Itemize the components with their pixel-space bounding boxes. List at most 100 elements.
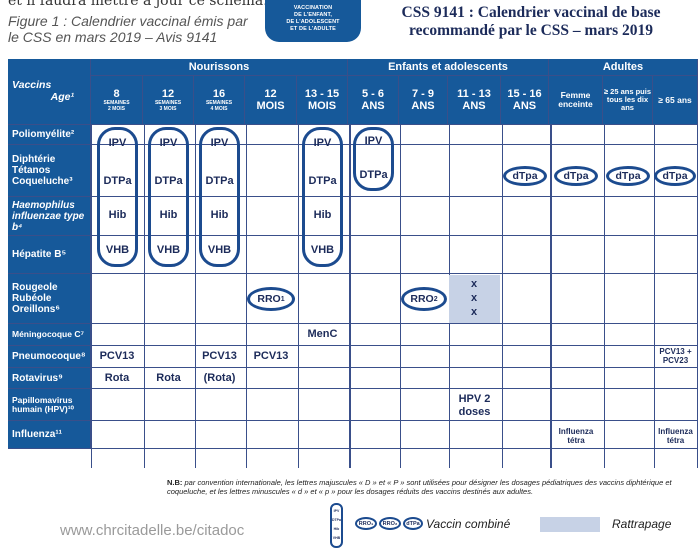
- age-months: 2 MOIS: [108, 106, 125, 112]
- row-label-influenza: Influenza¹¹: [8, 421, 91, 449]
- vaccine-rota: Rota: [104, 372, 130, 384]
- age-65-plus: ≥ 65 ans: [653, 76, 698, 125]
- title-line-2: recommandé par le CSS – mars 2019: [409, 22, 653, 39]
- note-label: N.B:: [167, 478, 183, 487]
- badge-line: DE L'ENFANT,: [294, 12, 332, 18]
- badge-line: VACCINATION: [293, 5, 333, 11]
- vaccine-rota: Rota: [156, 372, 181, 384]
- vaccine-ipv: IPV: [210, 137, 229, 149]
- legend-mini-text: Hib: [333, 527, 340, 531]
- legend-oval-rro2: RRO₂: [379, 517, 401, 530]
- note-text: par convention internationale, les lettr…: [167, 478, 672, 496]
- age-unit: MOIS: [256, 100, 285, 112]
- vaccine-ipv: IPV: [364, 135, 383, 147]
- vaccine-hib: Hib: [210, 209, 229, 221]
- age-15-16-years: 15 - 16 ANS: [501, 76, 549, 125]
- site-url[interactable]: www.chrcitadelle.be/citadoc: [60, 522, 245, 539]
- catchup-marks: x x x: [463, 277, 485, 319]
- age-months: 3 MOIS: [159, 106, 177, 112]
- row-label-mmr: Rougeole Rubéole Oreillons⁶: [8, 274, 91, 324]
- combined-vaccine-pill: [148, 127, 189, 267]
- vaccine-vhb: VHB: [207, 244, 232, 256]
- vaccine-dtpa: DTPa: [103, 175, 132, 187]
- group-adults: Adultes: [549, 59, 698, 76]
- vaccination-badge: VACCINATION DE L'ENFANT, DE L'ADOLESCENT…: [265, 0, 361, 42]
- combined-vaccine-pill: [302, 127, 343, 267]
- age-number: 12: [161, 88, 175, 100]
- age-unit: SEMAINES: [154, 100, 182, 106]
- grid-body: [91, 125, 698, 468]
- document-title: CSS 9141 : Calendrier vaccinal de base r…: [366, 4, 696, 40]
- vaccine-pcv13: PCV13: [253, 350, 289, 362]
- vaccine-dtpa-pregnant: dTpa: [554, 166, 598, 186]
- corner-header: [8, 59, 91, 76]
- age-label: Age¹: [50, 91, 74, 103]
- legend-oval-rro1: RRO₁: [355, 517, 377, 530]
- vaccine-ipv: IPV: [159, 137, 178, 149]
- row-label-hepatitis-b: Hépatite B⁵: [8, 236, 91, 274]
- age-pregnant: Femme enceinte: [549, 76, 603, 125]
- combined-vaccine-pill: [199, 127, 240, 267]
- vaccine-pcv13: PCV13: [202, 350, 237, 362]
- row-label-dtp: Diphtérie Tétanos Coqueluche³: [8, 145, 91, 197]
- age-25-plus: ≥ 25 ans puis tous les dix ans: [603, 76, 653, 125]
- age-number: 11 - 13: [457, 88, 491, 100]
- vaccine-dtpa: DTPa: [154, 175, 183, 187]
- rro1-subscript: 1: [280, 295, 285, 303]
- vaccine-hpv: HPV 2 doses: [458, 393, 491, 418]
- legend-catchup-swatch: [540, 517, 600, 532]
- row-label-hib: Haemophilus influenzae type b⁴: [8, 197, 91, 236]
- figure-caption: Figure 1 : Calendrier vaccinal émis par …: [8, 13, 248, 45]
- vaccination-schedule-table: Nourissons Enfants et adolescents Adulte…: [8, 59, 698, 468]
- badge-line: DE L'ADOLESCENT: [286, 19, 340, 25]
- vaccine-rro2: RRO 2: [401, 287, 447, 311]
- age-unit: SEMAINES: [205, 100, 233, 106]
- vaccins-label: Vaccins: [12, 79, 52, 91]
- age-number: 5 - 6: [361, 88, 384, 100]
- age-unit: ANS: [411, 100, 435, 112]
- group-infants: Nourissons: [91, 59, 348, 76]
- vaccine-menc: MenC: [307, 328, 338, 340]
- rro2-subscript: 2: [433, 295, 438, 303]
- vaccine-dtpa: DTPa: [308, 175, 337, 187]
- age-unit: ANS: [361, 100, 385, 112]
- badge-line: ET DE L'ADULTE: [290, 26, 336, 32]
- age-number: 16: [212, 88, 226, 100]
- vaccine-pcv13: PCV13: [99, 350, 135, 362]
- row-label-rotavirus: Rotavirus⁹: [8, 368, 91, 389]
- vaccine-hib: Hib: [313, 209, 332, 221]
- vaccine-rro1: RRO 1: [247, 287, 295, 311]
- row-label-meningococcus: Méningocoque C⁷: [8, 324, 91, 346]
- combined-vaccine-pill: [97, 127, 138, 267]
- legend-mini-text: DTPa: [332, 518, 341, 522]
- age-unit: ANS: [462, 100, 486, 112]
- catchup-x: x: [470, 278, 478, 290]
- age-number: 12: [264, 88, 277, 100]
- rro1-label: RRO: [257, 293, 281, 305]
- vaccine-ipv: IPV: [108, 137, 127, 149]
- vaccine-vhb: VHB: [105, 244, 130, 256]
- catchup-cell: [449, 275, 500, 323]
- vaccine-rota-optional: (Rota): [203, 372, 236, 384]
- age-months: 4 MOIS: [210, 106, 228, 112]
- age-5-6-years: 5 - 6 ANS: [348, 76, 399, 125]
- vaccine-dtpa: DTPa: [205, 175, 234, 187]
- vaccine-vhb: VHB: [310, 244, 335, 256]
- vaccine-influenza-65plus: Influenza tétra: [658, 427, 693, 445]
- age-12-months: 12 MOIS: [245, 76, 297, 125]
- legend-catchup-label: Rattrapage: [612, 517, 672, 531]
- catchup-x: x: [470, 306, 478, 318]
- title-line-1: CSS 9141 : Calendrier vaccinal de base: [401, 4, 661, 21]
- age-unit: SEMAINES: [103, 100, 130, 106]
- group-children: Enfants et adolescents: [348, 59, 549, 76]
- vaccine-hib: Hib: [159, 209, 178, 221]
- vaccine-influenza-pregnant: Influenza tétra: [558, 427, 594, 445]
- age-13-15-months: 13 - 15 MOIS: [297, 76, 348, 125]
- legend-oval-dtpa: dTPa: [403, 517, 423, 530]
- age-number: 7 - 9: [411, 88, 434, 100]
- legend-mini-text: VHB: [332, 536, 341, 540]
- age-8-weeks: 8 SEMAINES 2 MOIS: [91, 76, 143, 125]
- catchup-x: x: [470, 292, 478, 304]
- row-label-hpv: Papillomavirus humain (HPV)¹⁰: [8, 389, 91, 421]
- vaccine-hib: Hib: [108, 209, 127, 221]
